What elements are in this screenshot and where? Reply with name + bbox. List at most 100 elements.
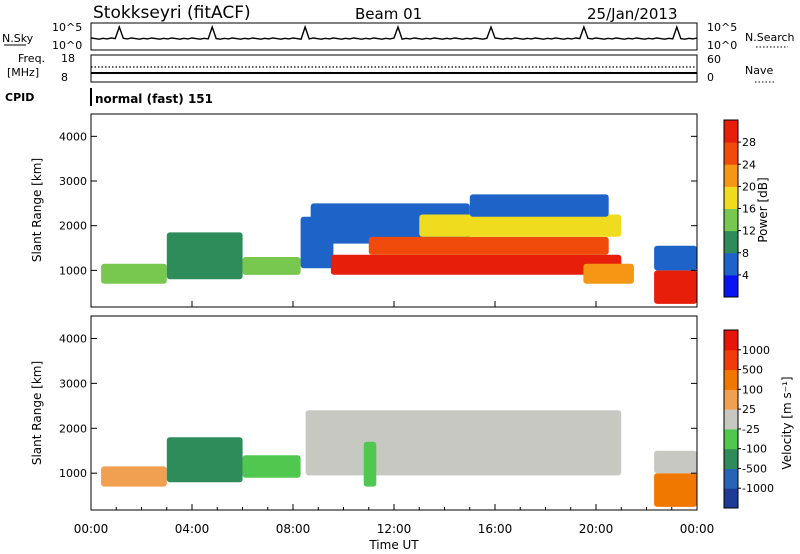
velocity-colorbar-label: Velocity [m s⁻¹] [780,376,794,469]
power-colorbar-segment [724,208,738,232]
power-region-7 [419,214,622,237]
velocity-colorbar-segment [724,488,738,509]
x-tick-label: 00:00 [74,522,109,536]
velocity-region-5 [654,473,697,507]
nave-label: Nave [745,64,773,77]
velocity-region-0 [101,466,167,487]
power-region-1 [166,232,243,280]
power-colorbar-label: 12 [742,225,756,238]
velocity-region-4 [363,441,377,487]
velocity-colorbar-segment [724,330,738,351]
power-colorbar-segment [724,274,738,298]
x-axis-title: Time UT [368,538,419,552]
velocity-colorbar-label: -500 [742,462,767,475]
power-region-10 [654,270,697,304]
velocity-colorbar-segment [724,428,738,450]
power-ytick-label: 4000 [59,130,87,143]
power-colorbar-segment [724,186,738,209]
power-y-axis: 1000 2000 3000 4000 [59,130,697,277]
freq-label: Freq. [18,52,45,65]
power-colorbar-segment [724,120,738,143]
velocity-heatmap [101,410,697,507]
x-tick-label: 12:00 [377,522,412,536]
freq-tick-top: 18 [61,52,75,65]
velocity-colorbar-label: 1000 [742,344,770,357]
velocity-region-1 [166,437,243,483]
power-ytick-label: 2000 [59,220,87,233]
velocity-colorbar: 1000 500 100 25 -25 -100 -500 -1000 [723,329,774,509]
x-tick-label: 04:00 [175,522,210,536]
cpid-value: normal (fast) 151 [95,92,213,106]
velocity-colorbar-label: -1000 [742,482,774,495]
x-tick-label: 20:00 [579,522,614,536]
nsearch-tick-top: 10^5 [707,21,737,34]
velocity-colorbar-label: 100 [742,383,763,396]
power-region-0 [101,263,167,284]
power-region-6 [368,236,609,255]
power-colorbar-segment [724,164,738,187]
nave-tick-bottom: 0 [707,71,714,84]
velocity-colorbar-label: 25 [742,403,756,416]
power-region-5 [330,254,622,275]
velocity-colorbar-segment [724,448,738,469]
power-region-2 [242,257,301,275]
nsky-frame [90,22,698,51]
x-tick-label: 16:00 [478,522,513,536]
date-label: 25/Jan/2013 [587,5,678,23]
power-region-8 [469,194,609,217]
cpid-panel: CPID normal (fast) 151 [5,88,213,106]
nsearch-tick-bottom: 10^0 [707,39,737,52]
power-colorbar-label: Power [dB] [756,177,770,242]
power-region-9 [583,263,634,284]
power-colorbar-label: 24 [742,158,756,171]
power-heatmap [101,194,697,304]
velocity-colorbar-segment [724,349,738,371]
power-region-11 [654,245,697,271]
velocity-region-2 [242,455,301,478]
velocity-colorbar-segment [724,409,738,430]
nsearch-label: N.Search [745,31,795,44]
velocity-region-3 [305,410,622,476]
power-colorbar-segment [724,142,738,165]
power-panel: 1000 2000 3000 4000 Slant Range [km] 4 8 12 16… [30,113,770,308]
velocity-colorbar-label: 500 [742,364,763,377]
velocity-y-label: Slant Range [km] [30,361,44,465]
power-y-label: Slant Range [km] [30,158,44,262]
power-colorbar-label: 4 [742,269,749,282]
freq-unit-label: [MHz] [7,66,39,79]
station-title: Stokkseyri (fitACF) [93,3,251,23]
nsky-trace [90,24,698,41]
velocity-colorbar-label: -25 [742,423,760,436]
power-colorbar-label: 8 [742,247,749,260]
nsky-panel: N.Sky 10^5 10^0 10^5 10^0 N.Search [2,21,795,52]
velocity-colorbar-segment [724,389,738,410]
velocity-ytick-label: 3000 [59,377,87,390]
cpid-label: CPID [5,91,34,104]
velocity-ytick-label: 4000 [59,332,87,345]
freq-panel: Freq. [MHz] 18 8 60 0 Nave [7,52,775,84]
velocity-colorbar-label: -100 [742,443,767,456]
velocity-colorbar-frame [723,329,739,509]
nsky-label: N.Sky [2,32,34,45]
velocity-colorbar-segment [724,369,738,390]
velocity-ytick-label: 2000 [59,422,87,435]
power-colorbar: 4 8 12 16 20 24 28 [723,119,756,298]
nsky-tick-top: 10^5 [52,21,82,34]
power-colorbar-segment [724,252,738,276]
power-colorbar-label: 16 [742,203,756,216]
power-colorbar-segment [724,230,738,254]
x-tick-label: 00:00 [680,522,715,536]
nsky-tick-bottom: 10^0 [52,39,82,52]
freq-frame [90,54,698,83]
velocity-colorbar-segment [724,468,738,489]
power-colorbar-label: 20 [742,180,756,193]
power-ytick-label: 1000 [59,264,87,277]
power-colorbar-label: 28 [742,136,756,149]
velocity-ytick-label: 1000 [59,467,87,480]
power-ytick-label: 3000 [59,175,87,188]
beam-label: Beam 01 [355,5,422,23]
velocity-region-6 [654,450,697,474]
velocity-panel: 1000 2000 3000 4000 Slant Range [km] 1000 50… [30,315,794,511]
freq-tick-bottom: 8 [61,71,68,84]
